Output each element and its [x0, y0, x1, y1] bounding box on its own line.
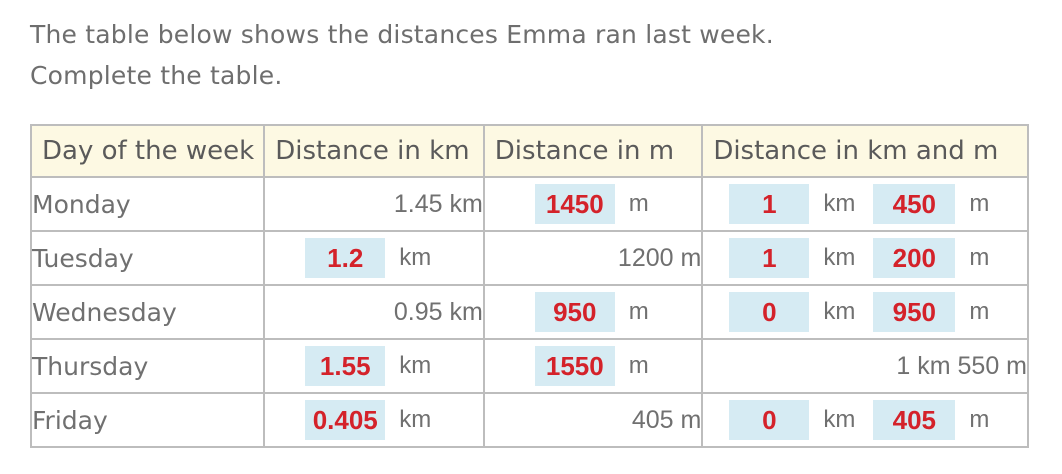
answer-box[interactable]: 0.405	[305, 400, 386, 440]
answer-box[interactable]: 0	[729, 292, 810, 332]
unit-label: km	[399, 406, 432, 433]
m-cell: 1450 m	[482, 176, 704, 232]
m-cell: 405 m	[482, 392, 704, 448]
header-day: Day of the week	[29, 124, 266, 178]
table-row: Wednesday 0.95 km 950 m 0 km 950 m	[29, 284, 1029, 340]
unit-label: km	[399, 352, 432, 379]
answer-box[interactable]: 0	[729, 400, 810, 440]
header-km-and-m: Distance in km and m	[701, 124, 1029, 178]
day-cell: Monday	[29, 176, 266, 232]
answer-box[interactable]: 1	[729, 238, 810, 278]
m-cell: 1550 m	[482, 338, 704, 394]
table-row: Tuesday 1.2 km 1200 m 1 km 200 m	[29, 230, 1029, 286]
unit-label: m	[628, 190, 649, 217]
km-cell: 0.95 km	[263, 284, 485, 340]
unit-label: m	[969, 244, 990, 271]
answer-box[interactable]: 200	[873, 238, 956, 278]
header-m: Distance in m	[482, 124, 704, 178]
distances-table: Day of the week Distance in km Distance …	[29, 124, 1029, 448]
answer-box[interactable]: 1	[729, 184, 810, 224]
m-cell: 950 m	[482, 284, 704, 340]
day-cell: Friday	[29, 392, 266, 448]
unit-label: km	[823, 244, 856, 271]
header-km: Distance in km	[263, 124, 485, 178]
answer-box[interactable]: 1.2	[305, 238, 386, 278]
table-row: Friday 0.405 km 405 m 0 km 405 m	[29, 392, 1029, 448]
table-header-row: Day of the week Distance in km Distance …	[29, 124, 1029, 178]
km-cell: 1.55 km	[263, 338, 485, 394]
km-cell: 0.405 km	[263, 392, 485, 448]
instructions: The table below shows the distances Emma…	[30, 14, 774, 96]
day-cell: Tuesday	[29, 230, 266, 286]
unit-label: km	[823, 190, 856, 217]
km-and-m-cell: 1 km 200 m	[701, 230, 1029, 286]
km-cell: 1.45 km	[263, 176, 485, 232]
unit-label: km	[823, 298, 856, 325]
answer-box[interactable]: 1450	[534, 184, 615, 224]
answer-box[interactable]: 950	[873, 292, 956, 332]
unit-label: m	[969, 298, 990, 325]
day-cell: Thursday	[29, 338, 266, 394]
km-and-m-cell: 0 km 405 m	[701, 392, 1029, 448]
table-row: Thursday 1.55 km 1550 m 1 km 550 m	[29, 338, 1029, 394]
unit-label: m	[969, 190, 990, 217]
unit-label: m	[628, 352, 649, 379]
answer-box[interactable]: 405	[873, 400, 956, 440]
km-and-m-cell: 0 km 950 m	[701, 284, 1029, 340]
day-cell: Wednesday	[29, 284, 266, 340]
m-cell: 1200 m	[482, 230, 704, 286]
unit-label: km	[823, 406, 856, 433]
km-and-m-cell: 1 km 450 m	[701, 176, 1029, 232]
km-and-m-cell: 1 km 550 m	[701, 338, 1029, 394]
answer-box[interactable]: 1.55	[305, 346, 386, 386]
unit-label: m	[628, 298, 649, 325]
instruction-line-1: The table below shows the distances Emma…	[30, 20, 774, 49]
unit-label: m	[969, 406, 990, 433]
table-row: Monday 1.45 km 1450 m 1 km 450 m	[29, 176, 1029, 232]
answer-box[interactable]: 450	[873, 184, 956, 224]
answer-box[interactable]: 950	[534, 292, 615, 332]
instruction-line-2: Complete the table.	[30, 61, 283, 90]
km-cell: 1.2 km	[263, 230, 485, 286]
unit-label: km	[399, 244, 432, 271]
answer-box[interactable]: 1550	[534, 346, 615, 386]
